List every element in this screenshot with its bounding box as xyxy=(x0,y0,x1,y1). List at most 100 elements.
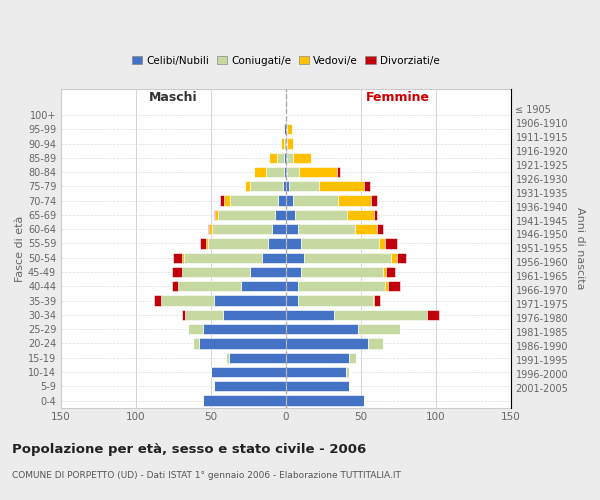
Bar xyxy=(203,324,286,334)
Bar xyxy=(301,238,379,248)
Bar xyxy=(287,124,292,134)
Bar xyxy=(293,196,338,206)
Bar xyxy=(211,367,286,377)
Text: COMUNE DI PORPETTO (UD) - Dati ISTAT 1° gennaio 2006 - Elaborazione TUTTITALIA.I: COMUNE DI PORPETTO (UD) - Dati ISTAT 1° … xyxy=(12,470,401,480)
Bar xyxy=(172,281,178,291)
Bar xyxy=(347,210,374,220)
Bar xyxy=(245,181,250,192)
Bar xyxy=(268,238,286,248)
Bar xyxy=(206,238,208,248)
Bar xyxy=(214,210,215,220)
Bar xyxy=(337,167,340,177)
Bar xyxy=(266,167,284,177)
Bar xyxy=(385,238,397,248)
Bar xyxy=(286,196,293,206)
Bar xyxy=(182,310,185,320)
Bar xyxy=(269,152,277,163)
Bar xyxy=(368,338,383,348)
Bar xyxy=(224,196,230,206)
Bar xyxy=(281,138,284,148)
Bar xyxy=(254,167,266,177)
Bar xyxy=(286,296,298,306)
Bar xyxy=(286,310,334,320)
Bar xyxy=(208,238,268,248)
Bar xyxy=(230,196,278,206)
Bar xyxy=(182,267,250,277)
Bar xyxy=(295,210,347,220)
Bar xyxy=(229,352,286,363)
Text: Femmine: Femmine xyxy=(366,90,430,104)
Text: Popolazione per età, sesso e stato civile - 2006: Popolazione per età, sesso e stato civil… xyxy=(12,442,366,456)
Bar xyxy=(286,210,295,220)
Bar xyxy=(374,296,380,306)
Bar xyxy=(214,296,286,306)
Bar xyxy=(287,152,293,163)
Bar xyxy=(250,267,286,277)
Y-axis label: Anni di nascita: Anni di nascita xyxy=(575,207,585,290)
Bar xyxy=(241,281,286,291)
Bar xyxy=(301,267,383,277)
Bar xyxy=(283,124,284,134)
Bar xyxy=(286,238,301,248)
Bar xyxy=(212,224,272,234)
Bar xyxy=(215,210,218,220)
Bar xyxy=(284,124,286,134)
Bar xyxy=(199,338,286,348)
Bar xyxy=(383,267,386,277)
Bar xyxy=(161,296,214,306)
Bar xyxy=(178,281,241,291)
Bar xyxy=(220,196,224,206)
Bar xyxy=(286,338,368,348)
Bar xyxy=(188,324,203,334)
Bar xyxy=(286,224,298,234)
Bar xyxy=(287,138,293,148)
Bar xyxy=(184,252,262,263)
Bar xyxy=(386,267,395,277)
Bar xyxy=(304,252,391,263)
Bar xyxy=(262,252,286,263)
Bar xyxy=(355,224,377,234)
Bar xyxy=(298,281,385,291)
Bar xyxy=(298,224,355,234)
Bar xyxy=(173,252,182,263)
Bar xyxy=(286,124,287,134)
Bar xyxy=(286,152,287,163)
Bar xyxy=(283,181,286,192)
Bar xyxy=(299,167,337,177)
Bar xyxy=(286,167,287,177)
Bar xyxy=(346,367,349,377)
Bar xyxy=(203,396,286,406)
Bar xyxy=(286,252,304,263)
Bar xyxy=(379,238,385,248)
Bar xyxy=(298,296,373,306)
Bar xyxy=(358,324,400,334)
Bar xyxy=(286,396,364,406)
Bar xyxy=(289,181,319,192)
Bar xyxy=(278,196,286,206)
Bar xyxy=(218,210,275,220)
Bar xyxy=(286,367,346,377)
Bar xyxy=(250,181,283,192)
Bar xyxy=(272,224,286,234)
Bar xyxy=(377,224,383,234)
Bar xyxy=(397,252,406,263)
Legend: Celibi/Nubili, Coniugati/e, Vedovi/e, Divorziati/e: Celibi/Nubili, Coniugati/e, Vedovi/e, Di… xyxy=(128,52,444,70)
Bar xyxy=(391,252,397,263)
Bar xyxy=(226,352,229,363)
Bar xyxy=(154,296,161,306)
Bar xyxy=(338,196,371,206)
Bar xyxy=(374,210,377,220)
Bar xyxy=(286,352,349,363)
Bar xyxy=(286,324,358,334)
Bar xyxy=(286,281,298,291)
Bar xyxy=(349,352,356,363)
Bar xyxy=(388,281,400,291)
Bar xyxy=(284,152,286,163)
Bar xyxy=(364,181,370,192)
Bar xyxy=(185,310,223,320)
Bar xyxy=(284,167,286,177)
Bar xyxy=(223,310,286,320)
Bar xyxy=(385,281,388,291)
Bar xyxy=(286,267,301,277)
Bar xyxy=(286,138,287,148)
